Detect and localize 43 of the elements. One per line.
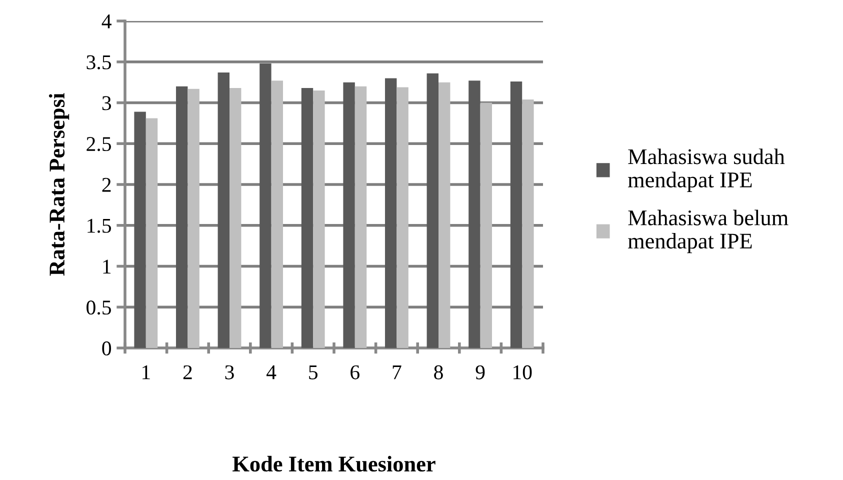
bar	[260, 64, 272, 348]
bar	[176, 86, 188, 348]
bar	[396, 87, 408, 348]
x-tick-label: 5	[309, 365, 318, 380]
bar	[271, 80, 284, 348]
bar	[468, 80, 480, 348]
y-tick-label: 4	[102, 14, 112, 28]
bar	[384, 78, 397, 348]
y-tick-label: 3.5	[86, 55, 111, 70]
bar	[230, 88, 242, 348]
bar	[313, 90, 325, 348]
bar	[301, 88, 314, 348]
bar	[188, 88, 200, 348]
x-tick-label: 9	[476, 365, 485, 380]
bar	[438, 82, 450, 348]
y-axis-title: Rata-Rata Persepsi	[48, 93, 70, 276]
x-tick-label: 7	[392, 365, 402, 380]
bar	[134, 112, 146, 348]
bar	[522, 99, 534, 348]
x-tick-label: 8	[434, 365, 443, 380]
x-tick-label: 3	[225, 365, 234, 380]
bar	[480, 102, 492, 348]
y-tick-label: 2	[102, 178, 111, 192]
x-tick-label: 4	[266, 365, 276, 380]
y-tick-label: 0	[102, 341, 112, 356]
y-tick-label: 1.5	[88, 218, 111, 233]
bar	[354, 86, 367, 348]
legend-label: Mahasiswa sudah mendapat IPE	[628, 148, 785, 192]
y-tick-label: 2.5	[86, 137, 111, 152]
x-tick-label: 6	[350, 365, 360, 380]
legend-label: Mahasiswa belum mendapat IPE	[628, 210, 788, 254]
bar	[510, 81, 522, 348]
y-tick-label: 3	[102, 96, 111, 110]
x-tick-label: 1	[142, 365, 150, 380]
x-axis-title: Kode Item Kuesioner	[232, 456, 436, 472]
x-tick-label: 2	[183, 365, 192, 380]
bar	[343, 82, 355, 348]
y-tick-label: 1	[103, 260, 111, 274]
y-tick-label: 0.5	[86, 300, 111, 315]
x-tick-label: 10	[514, 365, 532, 380]
bar	[426, 73, 438, 348]
bar	[146, 118, 158, 348]
bar	[218, 72, 230, 348]
